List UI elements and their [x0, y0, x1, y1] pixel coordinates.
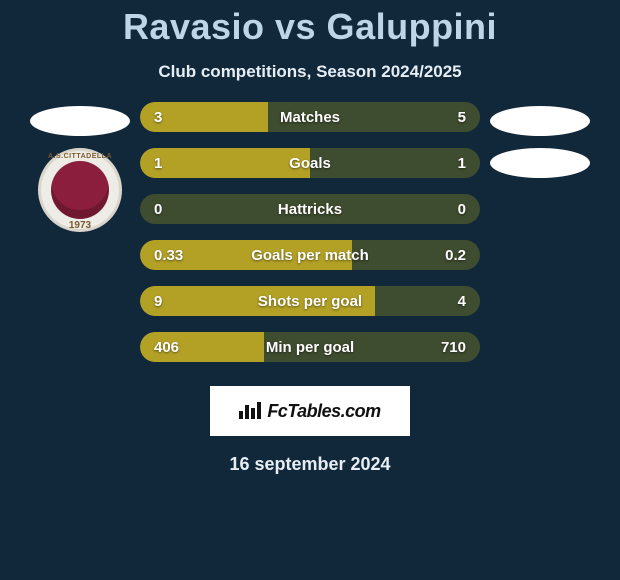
stat-label: Matches — [140, 102, 480, 132]
page-title: Ravasio vs Galuppini — [123, 6, 497, 48]
stat-right-value: 5 — [458, 102, 466, 132]
stat-bar: 0Hattricks0 — [140, 194, 480, 224]
team-right-oval — [490, 148, 590, 178]
stat-bar: 3Matches5 — [140, 102, 480, 132]
logo-text: FcTables.com — [267, 401, 380, 422]
left-column: A.S.CITTADELLA 1973 — [20, 102, 140, 232]
chart-icon — [239, 399, 261, 423]
stat-label: Goals per match — [140, 240, 480, 270]
stat-label: Hattricks — [140, 194, 480, 224]
stat-right-value: 710 — [441, 332, 466, 362]
stat-right-value: 0.2 — [445, 240, 466, 270]
player-left-oval — [30, 106, 130, 136]
right-column — [480, 102, 600, 178]
stat-right-value: 4 — [458, 286, 466, 316]
player-right-oval — [490, 106, 590, 136]
team-left-crest: A.S.CITTADELLA 1973 — [38, 148, 122, 232]
stat-label: Min per goal — [140, 332, 480, 362]
stat-bars: 3Matches5 1Goals1 0Hattricks0 0.33Goals per… — [140, 102, 480, 362]
stat-bar: 406Min per goal710 — [140, 332, 480, 362]
stat-label: Shots per goal — [140, 286, 480, 316]
date-text: 16 september 2024 — [229, 454, 390, 475]
stat-label: Goals — [140, 148, 480, 178]
stat-right-value: 1 — [458, 148, 466, 178]
comparison-card: Ravasio vs Galuppini Club competitions, … — [0, 0, 620, 580]
stat-bar: 9Shots per goal4 — [140, 286, 480, 316]
stat-right-value: 0 — [458, 194, 466, 224]
crest-top-text: A.S.CITTADELLA — [41, 153, 119, 160]
crest-inner-shield — [51, 161, 109, 219]
stat-bar: 1Goals1 — [140, 148, 480, 178]
content-row: A.S.CITTADELLA 1973 3Matches5 1Goals1 0Hat… — [0, 102, 620, 362]
site-logo[interactable]: FcTables.com — [210, 386, 410, 436]
crest-year: 1973 — [41, 220, 119, 231]
stat-bar: 0.33Goals per match0.2 — [140, 240, 480, 270]
subtitle: Club competitions, Season 2024/2025 — [158, 62, 461, 82]
